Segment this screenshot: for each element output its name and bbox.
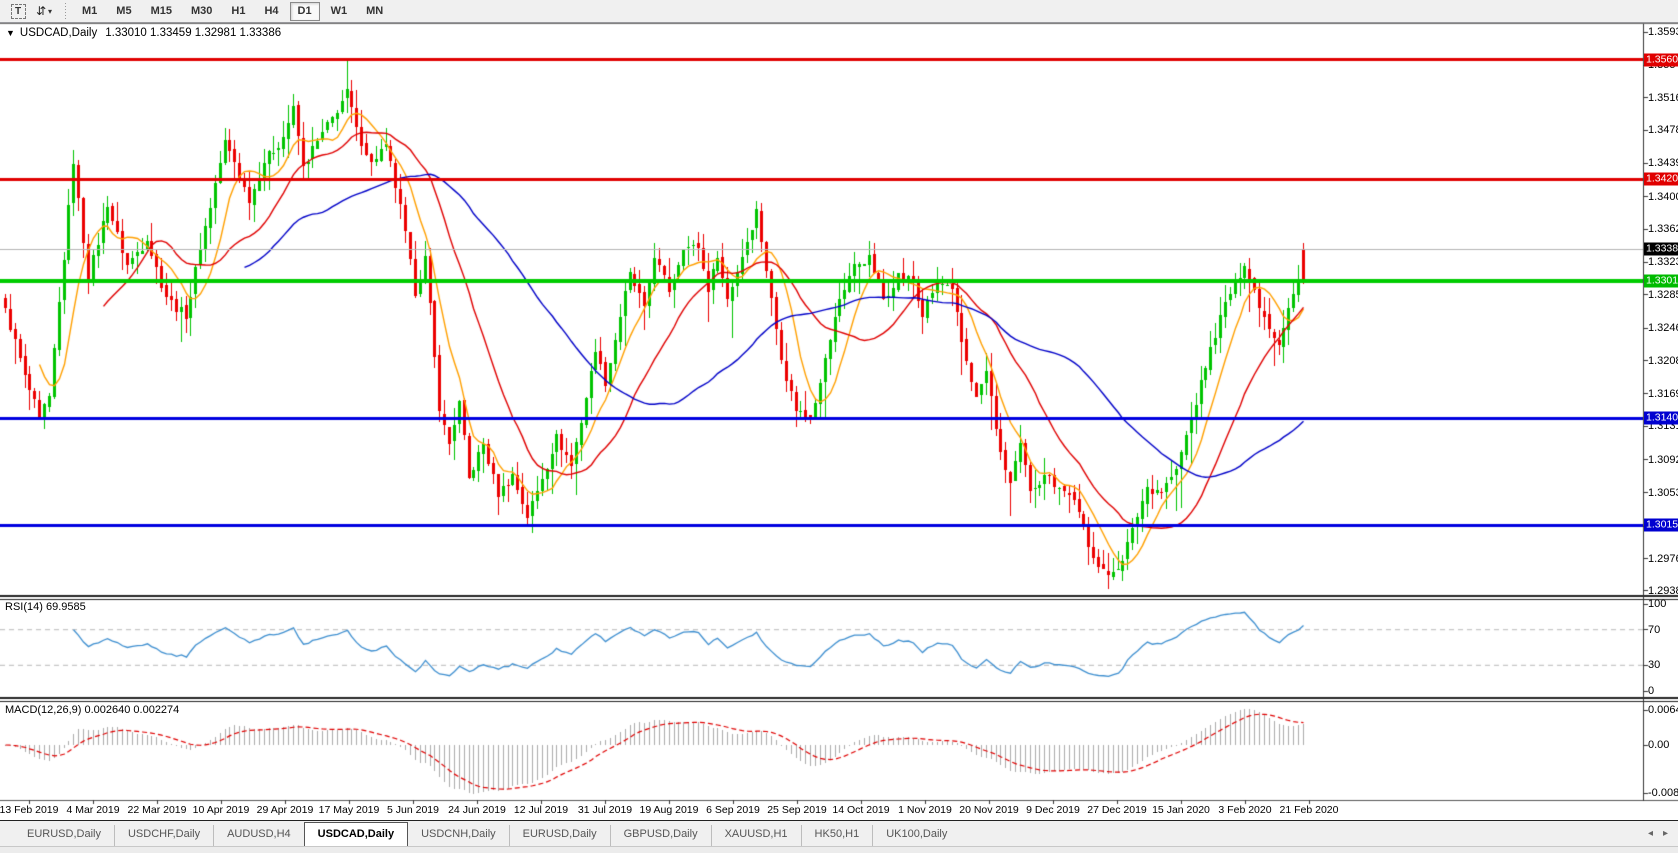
timeframe-button-w1[interactable]: W1 — [330, 5, 348, 17]
status-strip — [0, 846, 1678, 853]
price-tick-label: 1.33620 — [1648, 223, 1678, 236]
timeframe-button-m15[interactable]: M15 — [150, 5, 172, 17]
top-toolbar: T ⇵ ▾ M1 M5 M15 M30 H1 H4 D1 W1 MN — [0, 0, 1678, 23]
rsi-tick-label: 0 — [1648, 685, 1655, 697]
chart-tab-xauusd-h1[interactable]: XAUUSD,H1 — [710, 825, 801, 846]
tab-scroll-arrows: ◂ ▸ — [1648, 821, 1668, 846]
date-tick-label: 29 Apr 2019 — [256, 804, 314, 816]
price-badge-current-price: 1.33386 — [1644, 242, 1678, 256]
timeframe-button-mn[interactable]: MN — [366, 5, 384, 17]
price-tick-label: 1.30920 — [1648, 453, 1678, 466]
price-badge-support-blue-upper: 1.31405 — [1644, 411, 1678, 425]
price-tick-label: 1.30530 — [1648, 486, 1678, 499]
date-tick-label: 14 Oct 2019 — [832, 804, 890, 816]
price-tick-label: 1.34000 — [1648, 190, 1678, 203]
date-tick-label: 31 Jul 2019 — [577, 804, 633, 816]
price-tick-label: 1.35930 — [1648, 26, 1678, 38]
date-tick-label: 19 Aug 2019 — [639, 804, 699, 816]
chart-tab-gbpusd-daily[interactable]: GBPUSD,Daily — [609, 825, 711, 846]
price-tick-label: 1.34780 — [1648, 124, 1678, 137]
price-tick-label: 1.29380 — [1648, 584, 1678, 597]
date-tick-label: 15 Jan 2020 — [1152, 804, 1210, 816]
rsi-indicator-label: RSI(14) 69.9585 — [5, 601, 86, 613]
price-badge-resistance-upper: 1.35606 — [1644, 53, 1678, 67]
date-tick-label: 17 May 2019 — [318, 804, 380, 816]
chart-tab-usdchf-daily[interactable]: USDCHF,Daily — [113, 825, 213, 846]
timeframe-button-h1[interactable]: H1 — [231, 5, 246, 17]
price-tick-label: 1.34390 — [1648, 157, 1678, 170]
chart-tab-eurusd-daily[interactable]: EURUSD,Daily — [508, 825, 610, 846]
chart-ohlc-values: 1.33010 1.33459 1.32981 1.33386 — [105, 27, 282, 39]
date-tick-label: 25 Sep 2019 — [767, 804, 827, 816]
arrows-icon: ⇵ — [35, 4, 46, 18]
rsi-tick-label: 30 — [1648, 659, 1661, 672]
date-tick-label: 13 Feb 2019 — [0, 804, 59, 816]
date-tick-label: 9 Dec 2019 — [1026, 804, 1080, 816]
cursor-tools-button[interactable]: ⇵ ▾ — [32, 1, 56, 21]
price-tick-label: 1.33230 — [1648, 256, 1678, 269]
chart-tab-audusd-h4[interactable]: AUDUSD,H4 — [213, 825, 304, 846]
date-tick-label: 24 Jun 2019 — [448, 804, 506, 816]
price-tick-label: 1.31690 — [1648, 387, 1678, 400]
tab-items: EURUSD,Daily USDCHF,Daily AUDUSD,H4 USDCAD,… — [14, 822, 960, 846]
price-tick-label: 1.32080 — [1648, 354, 1678, 367]
macd-indicator-label: MACD(12,26,9) 0.002640 0.002274 — [5, 704, 180, 716]
macd-tick-label: -0.00898 — [1648, 787, 1678, 800]
date-tick-label: 22 Mar 2019 — [127, 804, 187, 816]
chart-tab-uk100-daily[interactable]: UK100,Daily — [872, 825, 960, 846]
chevron-down-icon: ▾ — [48, 6, 53, 16]
price-badge-resistance-mid: 1.34206 — [1644, 172, 1678, 186]
chart-tab-bar: EURUSD,Daily USDCHF,Daily AUDUSD,H4 USDCAD,… — [0, 820, 1678, 846]
price-tick-label: 1.35160 — [1648, 91, 1678, 104]
date-tick-label: 27 Dec 2019 — [1087, 804, 1147, 816]
date-tick-label: 20 Nov 2019 — [959, 804, 1019, 816]
timeframe-button-m1[interactable]: M1 — [82, 5, 98, 17]
timeframe-button-h4[interactable]: H4 — [264, 5, 279, 17]
text-tool-button[interactable]: T — [6, 1, 30, 21]
date-tick-label: 10 Apr 2019 — [192, 804, 250, 816]
chart-tab-usdcnh-daily[interactable]: USDCNH,Daily — [421, 828, 496, 840]
timeframe-button-group: M1 M5 M15 M30 H1 H4 D1 W1 MN — [74, 1, 394, 21]
price-badge-support-blue-lower: 1.30152 — [1644, 518, 1678, 532]
macd-tick-label: 0.00 — [1648, 739, 1670, 751]
timeframe-button-d1[interactable]: D1 — [289, 1, 320, 21]
price-tick-label: 1.32850 — [1648, 288, 1678, 301]
timeframe-button-m5[interactable]: M5 — [116, 5, 132, 17]
chart-tab-hk50-h1[interactable]: HK50,H1 — [800, 825, 873, 846]
collapse-chart-icon[interactable]: ▼ — [6, 28, 15, 38]
chart-symbol-label: USDCAD,Daily — [19, 27, 98, 39]
rsi-tick-label: 100 — [1648, 598, 1667, 610]
tab-scroll-right-icon[interactable]: ▸ — [1662, 828, 1668, 839]
rsi-tick-label: 70 — [1648, 623, 1661, 636]
chart-tab-eurusd-daily[interactable]: EURUSD,Daily — [27, 828, 101, 840]
timeframe-button-m30[interactable]: M30 — [190, 5, 213, 17]
date-tick-label: 12 Jul 2019 — [513, 804, 569, 816]
price-tick-label: 1.32460 — [1648, 322, 1678, 335]
price-tick-label: 1.29760 — [1648, 552, 1678, 565]
chart-caption: ▼ USDCAD,Daily 1.33010 1.33459 1.32981 1… — [6, 27, 281, 39]
date-tick-label: 6 Sep 2019 — [706, 804, 760, 816]
date-tick-label: 21 Feb 2020 — [1279, 804, 1339, 816]
tab-scroll-left-icon[interactable]: ◂ — [1647, 828, 1653, 839]
date-tick-label: 4 Mar 2019 — [66, 804, 120, 816]
date-tick-label: 1 Nov 2019 — [898, 804, 952, 816]
date-tick-label: 3 Feb 2020 — [1218, 804, 1272, 816]
chart-tab-usdcad-daily[interactable]: USDCAD,Daily — [303, 822, 409, 846]
toolbar-grip[interactable] — [63, 3, 67, 19]
text-tool-icon: T — [10, 3, 26, 19]
date-tick-label: 5 Jun 2019 — [387, 804, 439, 816]
macd-tick-label: 0.006448 — [1648, 704, 1678, 717]
